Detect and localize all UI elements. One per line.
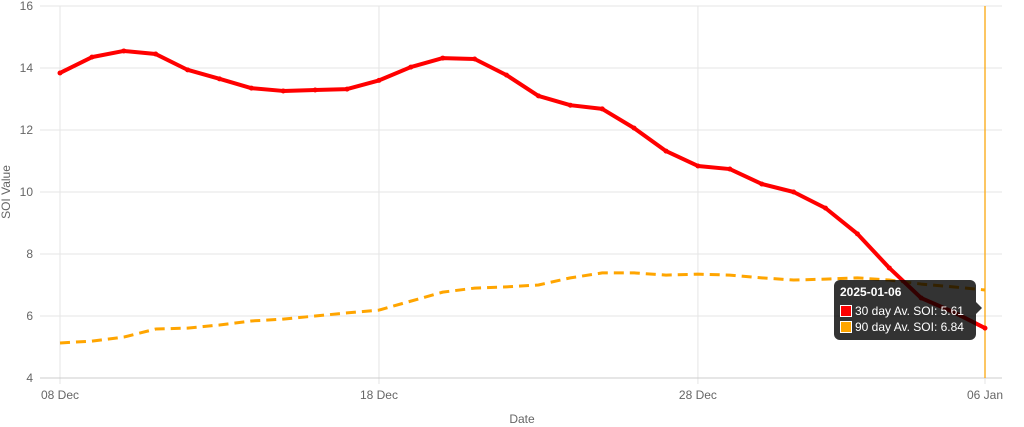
data-point — [663, 148, 669, 154]
data-point — [216, 76, 222, 82]
data-point — [823, 205, 829, 211]
data-point — [599, 106, 605, 112]
data-point — [185, 67, 191, 73]
data-point — [791, 189, 797, 195]
data-point — [153, 51, 159, 57]
data-point — [312, 87, 318, 93]
data-point — [344, 86, 350, 92]
x-axis-label: Date — [509, 412, 535, 426]
data-point — [57, 70, 63, 76]
legend-swatch-90day — [840, 321, 852, 333]
x-tick-label: 18 Dec — [360, 388, 398, 402]
chart-tooltip: 2025-01-06 30 day Av. SOI: 5.61 90 day A… — [834, 280, 982, 340]
data-point — [886, 265, 892, 271]
data-point — [248, 85, 254, 91]
data-point — [408, 64, 414, 70]
data-point — [504, 72, 510, 78]
y-tick-label: 10 — [20, 185, 34, 199]
data-point — [727, 166, 733, 172]
legend-swatch-30day — [840, 305, 852, 317]
y-tick-label: 12 — [20, 123, 34, 137]
data-point — [567, 102, 573, 108]
tooltip-30day: 30 day Av. SOI: 5.61 — [855, 304, 964, 318]
data-point — [759, 181, 765, 187]
x-tick-label: 28 Dec — [679, 388, 717, 402]
data-point — [631, 125, 637, 131]
data-point — [695, 163, 701, 169]
data-point — [376, 77, 382, 83]
x-tick-label: 08 Dec — [41, 388, 79, 402]
data-point — [440, 55, 446, 61]
tooltip-90day: 90 day Av. SOI: 6.84 — [855, 320, 964, 334]
data-point — [121, 48, 127, 54]
y-tick-label: 6 — [26, 309, 33, 323]
series-line-30-day-av-soi — [59, 48, 986, 330]
tooltip-title: 2025-01-06 — [840, 285, 902, 299]
y-axis-label: SOI Value — [0, 165, 13, 219]
y-tick-label: 14 — [20, 61, 34, 75]
x-tick-label: 06 Jan — [967, 388, 1003, 402]
series-line-90-day-av-soi — [59, 271, 986, 345]
data-point — [982, 325, 988, 331]
data-point — [535, 93, 541, 99]
data-point — [854, 231, 860, 237]
data-point — [89, 54, 95, 60]
y-tick-label: 4 — [26, 371, 33, 385]
data-point — [280, 88, 286, 94]
y-tick-label: 16 — [20, 0, 34, 13]
data-point — [472, 56, 478, 62]
y-tick-label: 8 — [26, 247, 33, 261]
